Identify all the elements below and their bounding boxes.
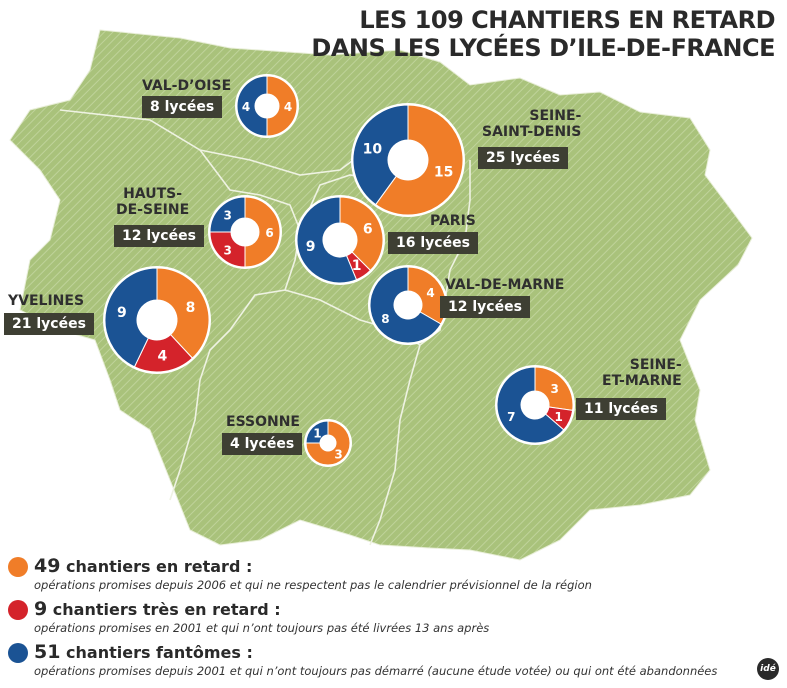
lycee-count-seine-et-marne: 11 lycées xyxy=(576,398,666,420)
dept-name-seine-et-marne: SEINE- ET-MARNE xyxy=(602,357,682,389)
lycee-count-essonne: 4 lycées xyxy=(222,433,303,455)
legend-dot-orange xyxy=(8,557,28,577)
donut-value-fantome: 1 xyxy=(313,426,321,440)
dept-name-essonne: ESSONNE xyxy=(226,414,300,430)
donut-value-tres_retard: 1 xyxy=(352,258,362,274)
donut-value-retard: 6 xyxy=(265,226,273,240)
donut-slice-fantome xyxy=(305,420,329,444)
legend-desc-fantome: opérations promises depuis 2001 et qui n… xyxy=(34,664,718,678)
dept-name-seine-saint-denis: SEINE- SAINT-DENIS xyxy=(482,108,582,140)
legend-label-retard: chantiers en retard : xyxy=(60,557,253,576)
donut-slice-retard xyxy=(156,267,210,359)
donut-slice-retard xyxy=(244,196,281,268)
donut-slice-retard xyxy=(266,75,298,137)
donut-value-retard: 4 xyxy=(284,100,292,114)
donut-value-retard: 6 xyxy=(363,222,373,238)
donut-value-fantome: 7 xyxy=(507,410,515,424)
donut-value-tres_retard: 4 xyxy=(157,349,167,365)
lycee-count-hauts-de-seine: 12 lycées xyxy=(114,225,204,247)
dept-name-val-doise: VAL-D’OISE xyxy=(142,78,232,94)
lycee-count-yvelines: 21 lycées xyxy=(4,313,94,335)
legend-desc-retard: opérations promises depuis 2006 et qui n… xyxy=(34,578,592,592)
donut-value-retard: 4 xyxy=(426,286,434,300)
donut-value-retard: 15 xyxy=(434,165,453,181)
donut-essonne: 31 xyxy=(304,419,352,467)
legend-number-retard: 49 xyxy=(34,555,61,577)
donut-yvelines: 8 4 9 xyxy=(103,266,211,374)
donut-slice-fantome xyxy=(209,196,246,233)
donut-val-de-marne: 48 xyxy=(368,265,448,345)
map-title-line-2: DANS LES LYCÉES D’ILE-DE-FRANCE xyxy=(311,34,775,62)
legend-label-tres-retard: chantiers très en retard : xyxy=(47,600,281,619)
lycee-count-seine-saint-denis: 25 lycées xyxy=(478,147,568,169)
donut-value-fantome: 10 xyxy=(363,141,383,157)
donut-paris: 6 1 9 xyxy=(295,195,385,285)
legend-number-tres-retard: 9 xyxy=(34,598,48,620)
legend-number-fantome: 51 xyxy=(34,641,61,663)
dept-name-hauts-de-seine: HAUTS- DE-SEINE xyxy=(116,186,190,218)
donut-value-fantome: 3 xyxy=(223,209,231,223)
dept-name-paris: PARIS xyxy=(430,213,476,229)
dept-name-val-de-marne: VAL-DE-MARNE xyxy=(445,277,565,293)
donut-value-fantome: 9 xyxy=(306,239,316,255)
donut-slice-retard xyxy=(374,104,464,216)
legend-heading-retard: 49 chantiers en retard : xyxy=(34,555,252,577)
donut-slice-fantome xyxy=(496,366,565,444)
donut-value-fantome: 4 xyxy=(242,100,250,114)
lycee-count-paris: 16 lycées xyxy=(388,232,478,254)
legend-heading-tres-retard: 9 chantiers très en retard : xyxy=(34,598,281,620)
donut-slice-fantome xyxy=(296,196,358,284)
donut-slice-fantome xyxy=(369,266,442,344)
map-title-line-1: LES 109 CHANTIERS EN RETARD xyxy=(359,6,775,34)
donut-value-retard: 3 xyxy=(334,448,342,462)
donut-seine-et-marne: 3 1 7 xyxy=(495,365,575,445)
donut-val-doise: 44 xyxy=(235,74,299,138)
ide-logo-icon: idé xyxy=(757,658,779,680)
legend-desc-tres-retard: opérations promises en 2001 et qui n’ont… xyxy=(34,621,490,635)
donut-value-tres_retard: 1 xyxy=(554,410,562,424)
legend-label-fantome: chantiers fantômes : xyxy=(60,643,253,662)
legend-dot-blue xyxy=(8,643,28,663)
donut-hauts-de-seine: 6 3 3 xyxy=(208,195,282,269)
donut-value-retard: 8 xyxy=(186,300,196,316)
donut-slice-fantome xyxy=(104,267,158,368)
donut-slice-retard xyxy=(339,196,384,272)
dept-name-yvelines: YVELINES xyxy=(8,293,85,309)
donut-slice-retard xyxy=(305,420,351,466)
donut-value-retard: 3 xyxy=(550,382,558,396)
donut-slice-retard xyxy=(534,366,574,411)
legend-dot-red xyxy=(8,600,28,620)
lycee-count-val-de-marne: 12 lycées xyxy=(440,296,530,318)
donut-slice-fantome xyxy=(352,104,409,206)
donut-value-tres_retard: 3 xyxy=(223,243,231,257)
donut-slice-fantome xyxy=(236,75,268,137)
donut-slice-retard xyxy=(407,266,447,325)
lycee-count-val-doise: 8 lycées xyxy=(142,96,223,118)
donut-value-fantome: 8 xyxy=(381,312,389,326)
legend-heading-fantome: 51 chantiers fantômes : xyxy=(34,641,253,663)
donut-value-fantome: 9 xyxy=(117,305,127,321)
